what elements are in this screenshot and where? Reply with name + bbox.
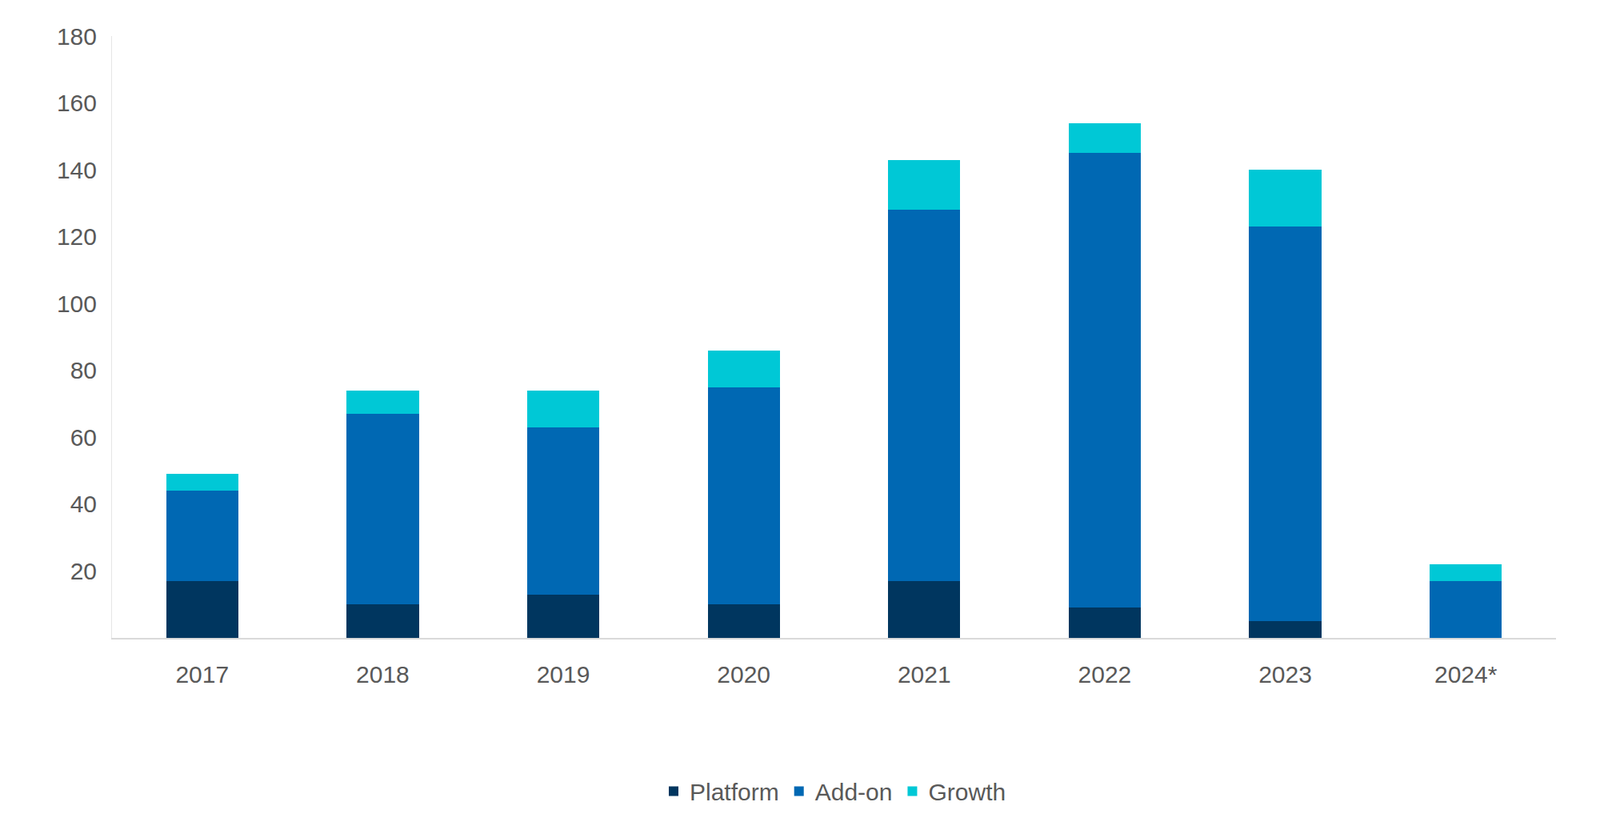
svg-text:Platform: Platform [689,778,780,805]
svg-text:60: 60 [70,424,97,451]
svg-text:20: 20 [70,557,97,584]
svg-text:160: 160 [56,89,97,116]
svg-text:2024*: 2024* [1434,660,1498,688]
svg-text:2023: 2023 [1258,660,1312,688]
svg-text:120: 120 [56,223,97,250]
svg-text:2019: 2019 [536,660,591,688]
svg-text:40: 40 [70,490,97,517]
svg-text:2020: 2020 [716,660,771,688]
svg-text:Growth: Growth [928,778,1006,805]
svg-text:2017: 2017 [175,660,229,688]
svg-text:180: 180 [56,23,97,50]
svg-text:2022: 2022 [1078,660,1132,688]
svg-text:2021: 2021 [897,660,952,688]
svg-text:140: 140 [56,156,97,184]
svg-text:80: 80 [70,356,97,384]
svg-text:Add-on: Add-on [815,778,893,805]
svg-text:100: 100 [56,290,97,317]
svg-text:2018: 2018 [356,660,410,688]
